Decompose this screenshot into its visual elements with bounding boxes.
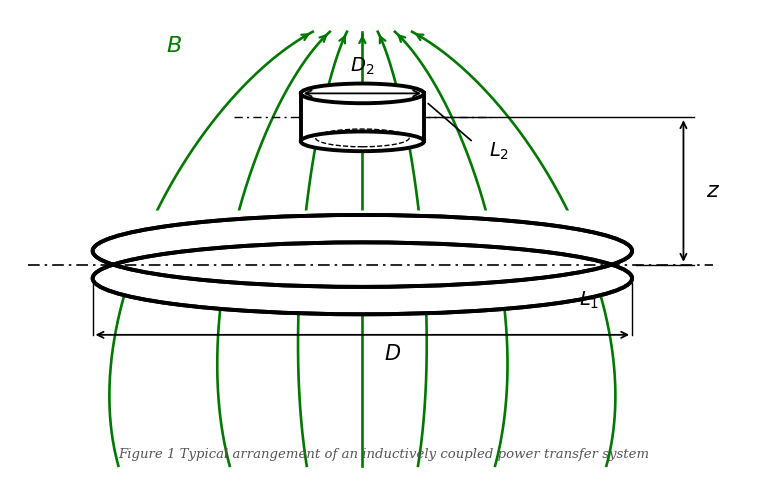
Text: $B$: $B$ xyxy=(166,35,182,57)
Text: $L_2$: $L_2$ xyxy=(490,141,509,162)
Text: $L_1$: $L_1$ xyxy=(579,290,600,311)
FancyBboxPatch shape xyxy=(301,94,424,142)
Text: $z$: $z$ xyxy=(707,180,720,202)
Ellipse shape xyxy=(93,215,632,287)
Ellipse shape xyxy=(301,84,424,103)
Text: $D$: $D$ xyxy=(384,344,401,364)
Ellipse shape xyxy=(301,132,424,151)
Text: $D_2$: $D_2$ xyxy=(350,55,374,77)
Text: Figure 1 Typical arrangement of an inductively coupled power transfer system: Figure 1 Typical arrangement of an induc… xyxy=(118,448,650,461)
